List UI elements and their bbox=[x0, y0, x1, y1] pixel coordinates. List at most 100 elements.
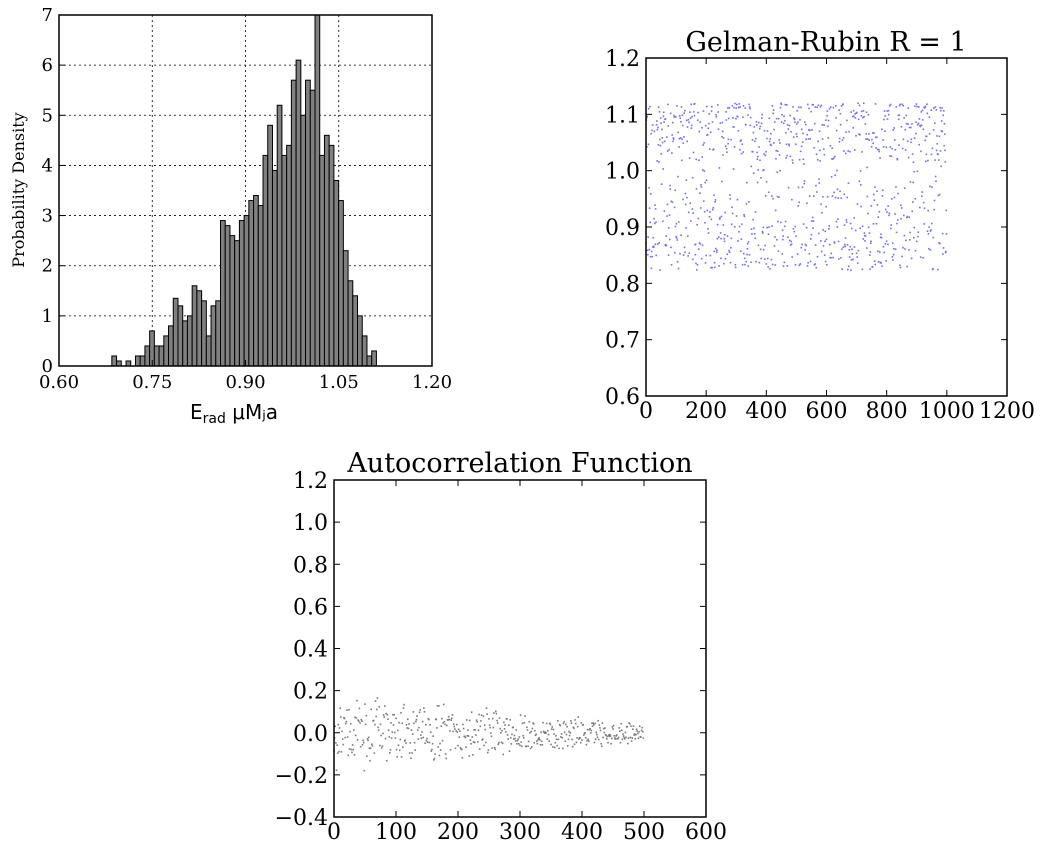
gelman-rubin-point bbox=[732, 117, 734, 119]
gelman-rubin-point bbox=[662, 168, 664, 170]
gelman-rubin-point bbox=[842, 137, 845, 139]
autocorrelation-point bbox=[482, 715, 485, 717]
gelman-rubin-point bbox=[725, 111, 727, 113]
gelman-rubin-y-tick-label: 0.6 bbox=[605, 385, 640, 410]
gelman-rubin-point bbox=[760, 122, 763, 125]
autocorrelation-point bbox=[406, 718, 409, 721]
autocorrelation-x-ticks: 0 100 200 300 400 500 600 bbox=[327, 480, 727, 844]
gelman-rubin-point bbox=[898, 114, 901, 117]
gelman-rubin-point bbox=[928, 133, 931, 135]
autocorrelation-point bbox=[611, 726, 614, 728]
gelman-rubin-point bbox=[740, 152, 743, 155]
gelman-rubin-point bbox=[797, 186, 800, 189]
gelman-rubin-point bbox=[692, 258, 694, 261]
gelman-rubin-point bbox=[726, 151, 728, 154]
gelman-rubin-point bbox=[907, 107, 910, 109]
autocorrelation-point bbox=[425, 739, 428, 742]
gelman-rubin-point bbox=[931, 186, 933, 188]
gelman-rubin-point bbox=[654, 208, 657, 210]
autocorrelation-point bbox=[503, 728, 506, 730]
gelman-rubin-point bbox=[734, 263, 737, 266]
autocorrelation-x-tick-label: 300 bbox=[499, 820, 541, 844]
autocorrelation-point bbox=[357, 719, 359, 721]
autocorrelation-point bbox=[410, 757, 412, 759]
autocorrelation-point bbox=[577, 716, 580, 718]
autocorrelation-point bbox=[355, 717, 358, 719]
autocorrelation-point bbox=[550, 728, 553, 730]
gelman-rubin-point bbox=[897, 118, 900, 121]
gelman-rubin-point bbox=[788, 239, 791, 242]
gelman-rubin-point bbox=[773, 121, 776, 123]
gelman-rubin-point bbox=[922, 257, 924, 259]
gelman-rubin-point bbox=[935, 180, 937, 182]
gelman-rubin-point bbox=[867, 212, 869, 215]
gelman-rubin-point bbox=[713, 194, 715, 197]
gelman-rubin-point bbox=[733, 106, 735, 109]
autocorrelation-point bbox=[446, 724, 448, 727]
gelman-rubin-point bbox=[914, 197, 917, 200]
gelman-rubin-point bbox=[724, 233, 726, 236]
autocorrelation-point bbox=[474, 728, 477, 731]
histogram-bar bbox=[111, 355, 118, 367]
autocorrelation-point bbox=[476, 720, 479, 723]
gelman-rubin-point bbox=[735, 117, 737, 120]
gelman-rubin-point bbox=[889, 103, 892, 106]
gelman-rubin-point bbox=[926, 112, 929, 115]
autocorrelation-point bbox=[550, 743, 552, 746]
gelman-rubin-point bbox=[888, 212, 891, 215]
autocorrelation-point bbox=[367, 736, 370, 739]
gelman-rubin-point bbox=[688, 121, 690, 124]
autocorrelation-point bbox=[615, 735, 617, 737]
gelman-rubin-point bbox=[737, 240, 739, 242]
autocorrelation-point bbox=[603, 731, 606, 734]
gelman-rubin-point bbox=[657, 126, 659, 129]
gelman-rubin-point bbox=[890, 198, 893, 200]
gelman-rubin-point bbox=[934, 122, 936, 124]
autocorrelation-point bbox=[606, 735, 609, 738]
autocorrelation-point bbox=[431, 742, 434, 745]
autocorrelation-point bbox=[338, 727, 341, 729]
gelman-rubin-point bbox=[730, 138, 732, 141]
autocorrelation-point bbox=[351, 744, 354, 746]
gelman-rubin-point bbox=[819, 160, 821, 162]
gelman-rubin-point bbox=[775, 149, 778, 152]
histogram-y-label: Probability Density bbox=[9, 112, 28, 267]
gelman-rubin-point bbox=[726, 253, 729, 256]
autocorrelation-point bbox=[630, 725, 632, 728]
autocorrelation-point bbox=[493, 712, 495, 714]
gelman-rubin-point bbox=[716, 223, 719, 226]
gelman-rubin-point bbox=[782, 235, 784, 237]
histogram-bar bbox=[366, 355, 373, 367]
gelman-rubin-point bbox=[781, 229, 784, 232]
gelman-rubin-point bbox=[698, 159, 700, 162]
autocorrelation-point bbox=[599, 729, 602, 732]
autocorrelation-point bbox=[455, 730, 457, 732]
gelman-rubin-point bbox=[886, 110, 889, 112]
gelman-rubin-point bbox=[660, 183, 663, 185]
gelman-rubin-point bbox=[713, 261, 716, 264]
gelman-rubin-point bbox=[917, 231, 920, 234]
autocorrelation-point bbox=[341, 738, 344, 740]
gelman-rubin-point bbox=[825, 205, 827, 208]
gelman-rubin-point bbox=[744, 107, 747, 109]
autocorrelation-point bbox=[473, 728, 475, 731]
gelman-rubin-point bbox=[696, 119, 699, 122]
gelman-rubin-point bbox=[647, 143, 650, 146]
autocorrelation-point bbox=[581, 739, 583, 741]
gelman-rubin-point bbox=[767, 233, 770, 236]
autocorrelation-point bbox=[396, 756, 399, 758]
gelman-rubin-point bbox=[917, 122, 920, 125]
autocorrelation-point bbox=[488, 724, 491, 727]
autocorrelation-point bbox=[638, 730, 640, 733]
autocorrelation-point bbox=[401, 722, 403, 725]
autocorrelation-point bbox=[553, 733, 555, 735]
autocorrelation-point bbox=[571, 738, 573, 741]
gelman-rubin-point bbox=[739, 106, 741, 108]
autocorrelation-point bbox=[449, 749, 452, 751]
autocorrelation-point bbox=[456, 731, 459, 733]
gelman-rubin-point bbox=[810, 233, 813, 236]
gelman-rubin-point bbox=[844, 243, 846, 246]
autocorrelation-y-tick-label: −0.4 bbox=[275, 806, 328, 831]
gelman-rubin-point bbox=[829, 145, 832, 147]
histogram-bars bbox=[111, 14, 377, 367]
